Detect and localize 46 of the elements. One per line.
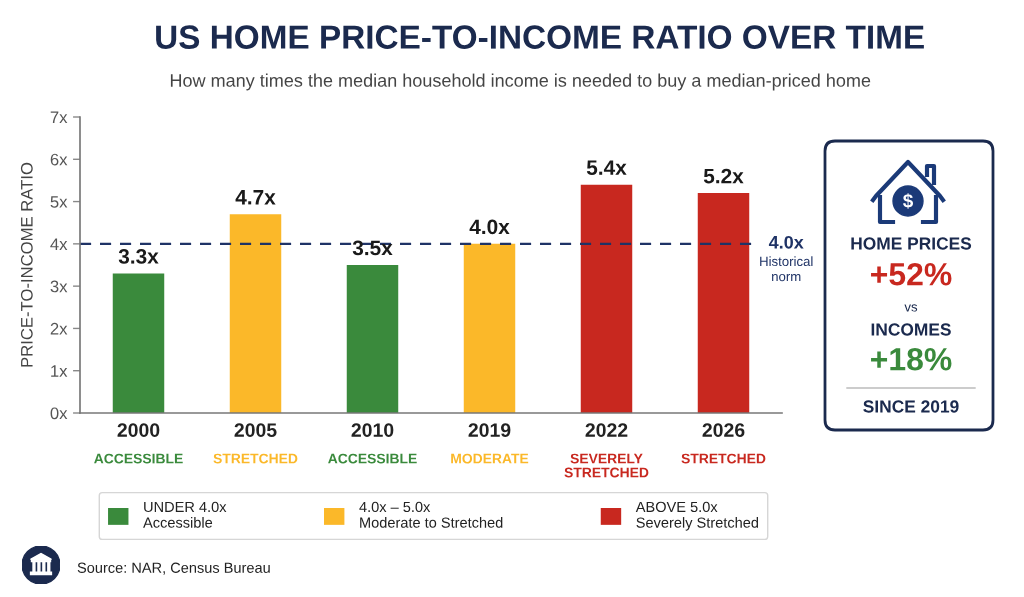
text: INCOMES bbox=[871, 323, 951, 336]
text: STRETCHED bbox=[681, 453, 766, 464]
y-axis-title: PRICE-TO-INCOME RATIO bbox=[20, 162, 33, 367]
y-tick-label: 1x bbox=[51, 365, 68, 377]
data-label: 3.5x bbox=[352, 240, 393, 256]
data-label: 4.0x bbox=[469, 219, 510, 235]
bar bbox=[697, 193, 750, 413]
data-label: 4.7x bbox=[235, 190, 276, 205]
data-label: 5.4x bbox=[586, 160, 627, 175]
text: SEVERELY STRETCHED bbox=[564, 453, 649, 478]
legend-label: UNDER 4.0x Accessible bbox=[143, 501, 227, 528]
text: STRETCHED bbox=[213, 453, 298, 464]
text: MODERATE bbox=[451, 453, 529, 464]
y-tick-label: 0x bbox=[50, 407, 68, 420]
text: SINCE 2019 bbox=[863, 400, 959, 413]
text: vs bbox=[904, 304, 918, 312]
y-tick-label: 7x bbox=[50, 111, 68, 124]
text: +18% bbox=[871, 347, 952, 371]
text: HOME PRICES bbox=[851, 237, 972, 250]
y-tick-label: 4x bbox=[50, 238, 68, 250]
y-tick-label: 6x bbox=[50, 153, 68, 166]
y-tick-label: 5x bbox=[50, 196, 68, 208]
data-label: 3.3x bbox=[118, 249, 159, 264]
y-tick-label: 3x bbox=[50, 280, 68, 293]
data-label: 5.2x bbox=[703, 168, 744, 184]
x-tick-label: 2000 bbox=[117, 423, 160, 437]
text: ACCESSIBLE bbox=[94, 453, 183, 464]
chart-subtitle: How many times the median household income is needed to buy a median-priced home bbox=[170, 73, 871, 91]
x-tick-label: 2026 bbox=[702, 423, 745, 437]
bar bbox=[580, 184, 633, 413]
x-tick-label: 2022 bbox=[585, 423, 628, 437]
bar bbox=[112, 273, 165, 413]
legend-label: ABOVE 5.0x Severely Stretched bbox=[635, 501, 759, 531]
chart-title: US HOME PRICE-TO-INCOME RATIO OVER TIME bbox=[156, 25, 924, 49]
text: ACCESSIBLE bbox=[328, 453, 417, 464]
legend-label: 4.0x – 5.0x Moderate to Stretched bbox=[359, 501, 503, 528]
bar bbox=[229, 214, 282, 413]
y-tick-label: 2x bbox=[50, 322, 68, 335]
source-note: Source: NAR, Census Bureau bbox=[77, 562, 270, 575]
x-tick-label: 2019 bbox=[468, 423, 511, 437]
bar bbox=[346, 265, 399, 413]
x-tick-label: 2010 bbox=[351, 423, 394, 437]
bar bbox=[463, 243, 516, 413]
text: +52% bbox=[871, 262, 952, 286]
ref-line-label: 4.0x Historical norm bbox=[760, 235, 813, 282]
x-tick-label: 2005 bbox=[234, 423, 277, 437]
